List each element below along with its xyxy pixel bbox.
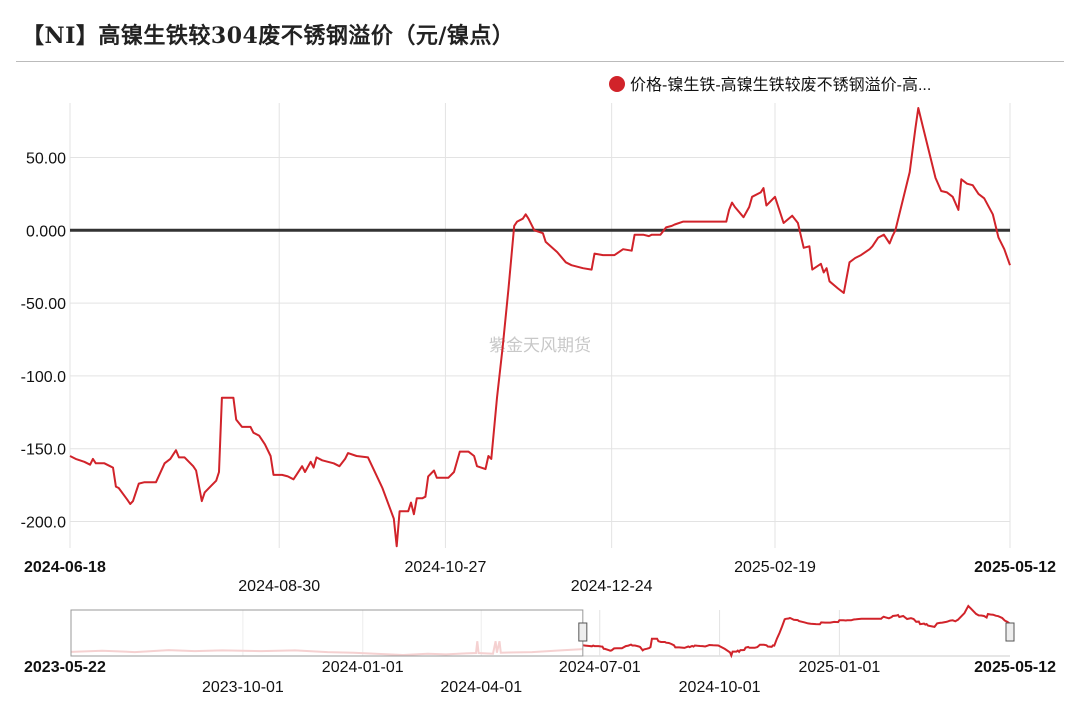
navigator-selected-line xyxy=(582,604,1011,659)
x-axis: 2024-06-18 2024-08-30 2024-10-27 2024-12-24… xyxy=(24,559,1056,595)
series-line xyxy=(69,107,1011,548)
y-tick-label: -200.0 xyxy=(21,515,66,532)
chart-title: 【NI】高镍生铁较304废不锈钢溢价（元/镍点） xyxy=(22,23,515,49)
series-group xyxy=(69,107,1011,548)
navigator-left-handle[interactable] xyxy=(578,622,588,642)
legend[interactable]: 价格-镍生铁-高镍生铁较废不锈钢溢价-高... xyxy=(609,76,931,94)
x-tick-label: 2024-08-30 xyxy=(238,578,320,595)
navigator-tick-label: 2024-04-01 xyxy=(440,679,522,696)
x-tick-label: 2025-02-19 xyxy=(734,559,816,576)
navigator-tick-label: 2023-05-22 xyxy=(24,659,106,676)
title-divider xyxy=(16,61,1064,62)
y-axis: 50.00 0.000 -50.00 -100.0 -150.0 -200.0 xyxy=(21,151,66,532)
navigator-right-handle[interactable] xyxy=(1005,622,1015,642)
x-tick-label: 2024-12-24 xyxy=(571,578,653,595)
navigator-tick-label: 2025-01-01 xyxy=(798,659,880,676)
navigator-tick-label: 2024-07-01 xyxy=(559,659,641,676)
y-tick-label: 0.000 xyxy=(26,223,66,240)
x-tick-label: 2024-06-18 xyxy=(24,559,106,576)
watermark: 紫金天风期货 xyxy=(489,336,591,356)
navigator-unselected-mask xyxy=(70,609,584,657)
y-tick-label: -150.0 xyxy=(21,442,66,459)
y-tick-label: 50.00 xyxy=(26,151,66,168)
navigator-tick-label: 2023-10-01 xyxy=(202,679,284,696)
navigator-tick-label: 2024-10-01 xyxy=(679,679,761,696)
navigator[interactable]: 2023-05-22 2023-10-01 2024-01-01 2024-04-01… xyxy=(24,604,1056,696)
y-tick-label: -50.00 xyxy=(21,296,66,313)
x-tick-label: 2025-05-12 xyxy=(974,559,1056,576)
grid-lines xyxy=(69,103,1011,548)
x-tick-label: 2024-10-27 xyxy=(405,559,487,576)
navigator-tick-label: 2025-05-12 xyxy=(974,659,1056,676)
navigator-history-line xyxy=(70,640,583,657)
legend-label: 价格-镍生铁-高镍生铁较废不锈钢溢价-高... xyxy=(630,76,931,94)
navigator-tick-label: 2024-01-01 xyxy=(322,659,404,676)
y-tick-label: -100.0 xyxy=(21,369,66,386)
legend-marker xyxy=(609,76,625,92)
